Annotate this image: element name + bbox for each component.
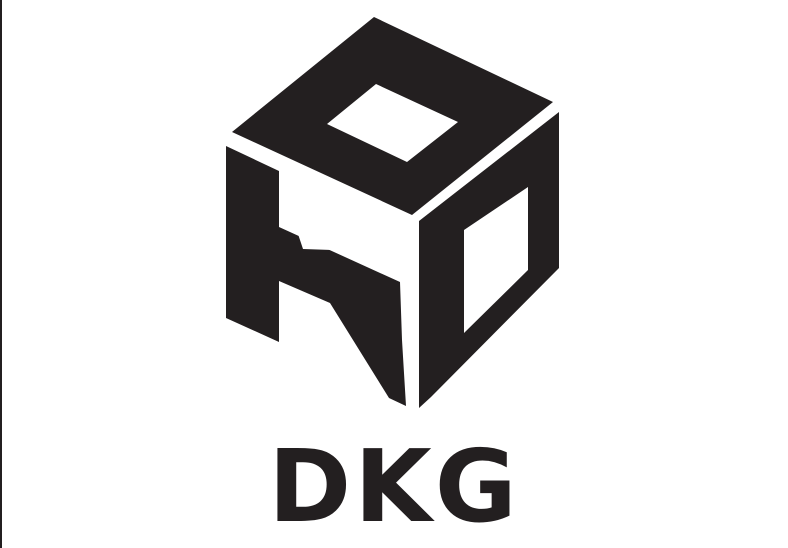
cube-top-face-d: [232, 17, 553, 215]
cube-right-face-g: [419, 112, 559, 408]
left-border: [0, 0, 2, 548]
cube-left-face-k: [226, 146, 406, 406]
k-notch: [298, 234, 332, 250]
brand-wordmark: DKG: [268, 428, 520, 545]
g-inner-bar: [490, 213, 522, 296]
